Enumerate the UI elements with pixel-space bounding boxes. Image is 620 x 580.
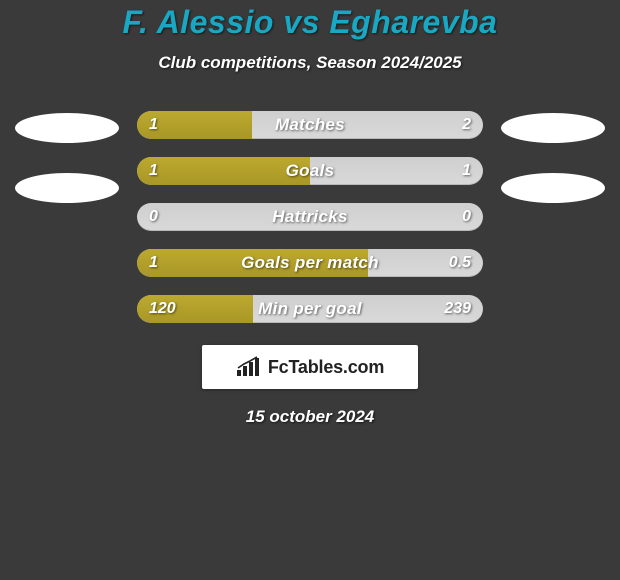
comparison-card: F. Alessio vs Egharevba Club competition… <box>0 0 620 427</box>
brand-text: FcTables.com <box>268 357 384 378</box>
metric-label: Hattricks <box>137 203 483 231</box>
team-badge-placeholder <box>15 173 119 203</box>
metric-label: Matches <box>137 111 483 139</box>
brand-badge: FcTables.com <box>202 345 418 389</box>
metric-right-value: 2 <box>462 111 471 139</box>
metric-label: Goals <box>137 157 483 185</box>
metric-bar: 1Goals1 <box>137 157 483 185</box>
right-avatar-column <box>501 111 605 203</box>
metric-bar: 120Min per goal239 <box>137 295 483 323</box>
metric-right-value: 0 <box>462 203 471 231</box>
metric-bar: 0Hattricks0 <box>137 203 483 231</box>
metric-bar: 1Matches2 <box>137 111 483 139</box>
subtitle: Club competitions, Season 2024/2025 <box>0 53 620 73</box>
team-badge-placeholder <box>501 173 605 203</box>
comparison-body: 1Matches21Goals10Hattricks01Goals per ma… <box>0 111 620 323</box>
metric-right-value: 0.5 <box>449 249 471 277</box>
bar-chart-icon <box>236 356 262 378</box>
left-avatar-column <box>15 111 119 203</box>
metric-right-value: 239 <box>444 295 471 323</box>
metric-label: Min per goal <box>137 295 483 323</box>
metric-bar: 1Goals per match0.5 <box>137 249 483 277</box>
snapshot-date: 15 october 2024 <box>0 407 620 427</box>
metric-right-value: 1 <box>462 157 471 185</box>
metric-label: Goals per match <box>137 249 483 277</box>
page-title: F. Alessio vs Egharevba <box>0 4 620 41</box>
metric-bars: 1Matches21Goals10Hattricks01Goals per ma… <box>137 111 483 323</box>
player-avatar-placeholder <box>501 113 605 143</box>
player-avatar-placeholder <box>15 113 119 143</box>
